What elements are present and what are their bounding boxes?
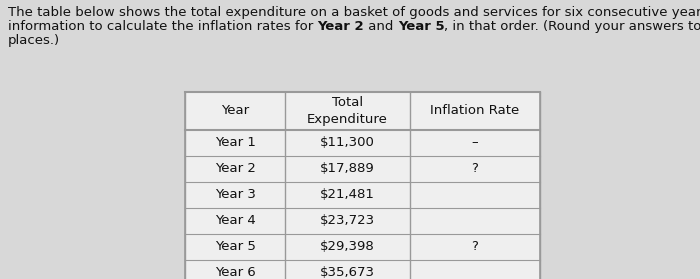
Bar — [185, 92, 540, 279]
Text: $35,673: $35,673 — [320, 266, 375, 279]
Text: Year 4: Year 4 — [215, 215, 256, 227]
Text: $17,889: $17,889 — [320, 162, 375, 175]
Text: $23,723: $23,723 — [320, 215, 375, 227]
Text: Year 6: Year 6 — [215, 266, 256, 279]
Text: ?: ? — [472, 240, 478, 254]
Text: ?: ? — [472, 162, 478, 175]
Text: $29,398: $29,398 — [320, 240, 375, 254]
Text: The table below shows the total expenditure on a basket of goods and services fo: The table below shows the total expendit… — [8, 6, 700, 19]
Text: Year: Year — [221, 105, 249, 117]
Text: Year 1: Year 1 — [215, 136, 256, 150]
Text: Total
Expenditure: Total Expenditure — [307, 96, 388, 126]
Text: and: and — [364, 20, 398, 33]
Text: information to calculate the inflation rates for: information to calculate the inflation r… — [8, 20, 318, 33]
Text: places.): places.) — [8, 34, 60, 47]
Text: Year 2: Year 2 — [215, 162, 256, 175]
Text: Year 5: Year 5 — [215, 240, 256, 254]
Text: Year 3: Year 3 — [215, 189, 256, 201]
Text: Year 5: Year 5 — [398, 20, 444, 33]
Text: –: – — [472, 136, 478, 150]
Text: Year 2: Year 2 — [318, 20, 364, 33]
Text: $21,481: $21,481 — [320, 189, 375, 201]
Text: $11,300: $11,300 — [320, 136, 375, 150]
Text: Inflation Rate: Inflation Rate — [430, 105, 519, 117]
Text: , in that order. (Round your answers to: , in that order. (Round your answers to — [444, 20, 700, 33]
